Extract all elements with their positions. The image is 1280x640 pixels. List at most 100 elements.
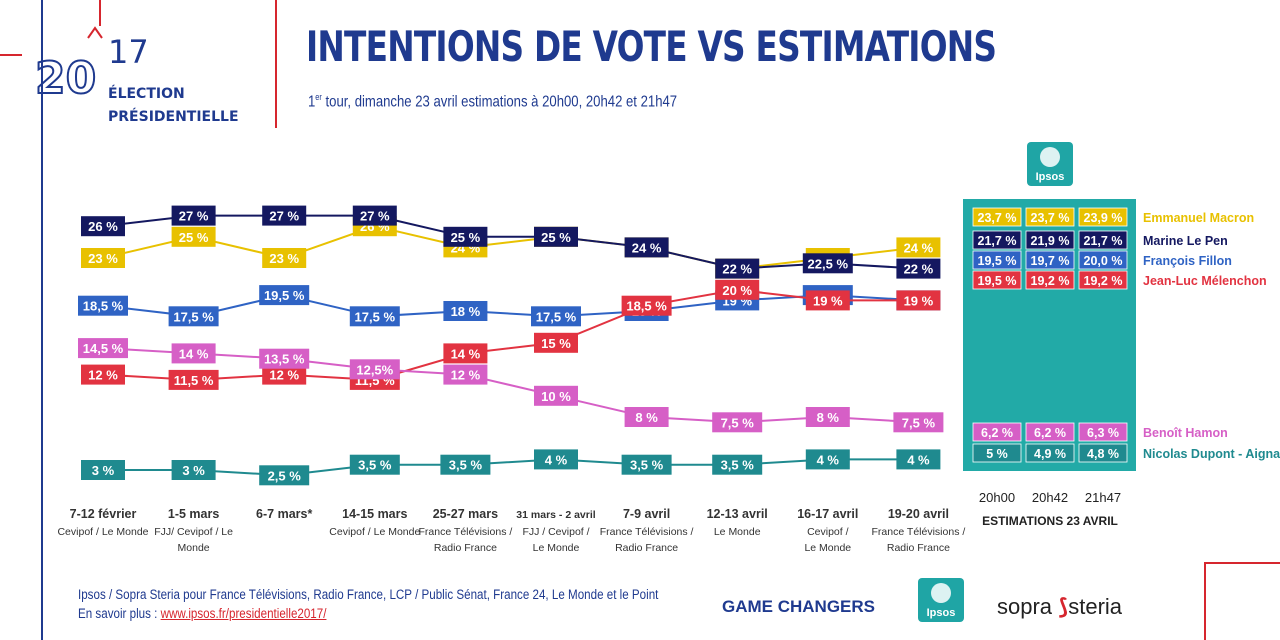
data-label-lepen: 25 % <box>451 230 481 245</box>
source-line: Ipsos / Sopra Steria pour France Télévis… <box>78 587 659 602</box>
estimation-value-macron: 23,7 % <box>1031 211 1070 225</box>
data-label-dupont: 3 % <box>182 463 205 478</box>
estimation-box-melenchon <box>1078 270 1128 290</box>
data-point-lepen <box>171 205 216 226</box>
data-label-lepen: 22,5 % <box>808 256 849 271</box>
data-point-dupont <box>621 454 672 475</box>
data-point-dupont <box>712 454 763 475</box>
estimation-value-lepen: 21,7 % <box>1084 234 1123 248</box>
estimation-value-macron: 23,7 % <box>978 211 1017 225</box>
estimation-box-lepen <box>972 230 1022 250</box>
data-point-dupont <box>171 460 216 480</box>
x-tick-source: Le Monde <box>714 526 761 538</box>
estimation-value-macron: 23,9 % <box>1084 211 1123 225</box>
estimation-value-hamon: 6,2 % <box>981 426 1013 440</box>
data-point-melenchon <box>443 343 488 364</box>
estimation-box-fillon <box>1025 250 1075 270</box>
logo-line1: ÉLECTION <box>108 85 185 102</box>
estimation-box-macron <box>972 207 1022 227</box>
estimation-value-melenchon: 19,2 % <box>1031 274 1070 288</box>
data-point-fillon <box>168 306 219 327</box>
x-tick-source: France Télévisions / <box>600 526 694 538</box>
data-label-fillon: 18 % <box>451 304 481 319</box>
estimation-value-lepen: 21,7 % <box>978 234 1017 248</box>
estimation-value-hamon: 6,2 % <box>1034 426 1066 440</box>
data-label-dupont: 4 % <box>907 452 930 467</box>
estimation-box-hamon <box>1078 422 1128 442</box>
data-label-melenchon: 19 % <box>904 293 934 308</box>
data-label-fillon: 19,5 % <box>264 288 305 303</box>
data-label-macron: 25 % <box>179 230 209 245</box>
data-point-hamon <box>534 385 578 406</box>
x-tick-source: Le Monde <box>804 542 851 554</box>
legend-macron: Emmanuel Macron <box>1143 211 1254 225</box>
estimation-value-lepen: 21,9 % <box>1031 234 1070 248</box>
data-point-lepen <box>896 258 941 279</box>
sopra-steria-mark-icon: ⟆ <box>1058 594 1069 619</box>
estimation-column-label: 21h47 <box>1085 490 1121 505</box>
legend-lepen: Marine Le Pen <box>1143 234 1228 248</box>
data-label-melenchon: 14 % <box>451 346 481 361</box>
data-point-hamon <box>624 407 669 427</box>
data-point-macron <box>896 237 941 258</box>
data-point-lepen <box>352 205 397 226</box>
estimation-box-melenchon <box>1025 270 1075 290</box>
data-point-fillon <box>78 295 128 316</box>
estimation-box-macron <box>1078 207 1128 227</box>
estimation-box-macron <box>1025 207 1075 227</box>
x-tick-source: Radio France <box>887 542 950 554</box>
x-tick-label: 12-13 avril <box>707 507 768 521</box>
estimations-title: ESTIMATIONS 23 AVRIL <box>982 514 1118 528</box>
data-point-melenchon <box>896 290 941 311</box>
data-label-lepen: 25 % <box>541 230 571 245</box>
x-tick-source: Le Monde <box>533 542 580 554</box>
data-label-melenchon: 19 % <box>813 293 843 308</box>
estimation-value-dupont: 4,8 % <box>1087 447 1119 461</box>
data-label-lepen: 27 % <box>269 209 299 224</box>
x-tick-label: 25-27 mars <box>433 507 498 521</box>
data-point-melenchon <box>621 295 672 316</box>
sopra-steria-logo: sopra ⟆steria <box>997 594 1123 619</box>
estimation-box-dupont <box>972 443 1022 463</box>
source-note: Ipsos / Sopra Steria pour France Télévis… <box>78 585 658 623</box>
data-point-lepen <box>81 216 125 237</box>
estimation-value-fillon: 19,7 % <box>1031 254 1070 268</box>
data-label-hamon: 12 % <box>451 368 481 383</box>
data-point-hamon <box>259 348 310 369</box>
data-label-fillon: 17,5 % <box>536 309 577 324</box>
data-point-macron <box>171 226 216 247</box>
page-subtitle: 1er tour, dimanche 23 avril estimations … <box>308 92 678 111</box>
data-label-hamon: 7,5 % <box>902 415 936 430</box>
data-label-melenchon: 12 % <box>269 368 299 383</box>
legend-fillon: François Fillon <box>1143 254 1232 268</box>
x-tick-source: France Télévisions / <box>419 526 513 538</box>
estimation-box-lepen <box>1078 230 1128 250</box>
x-tick-source: Cevipof / Le Monde <box>57 526 148 538</box>
data-point-melenchon <box>262 364 307 385</box>
estimation-value-dupont: 4,9 % <box>1034 447 1066 461</box>
data-label-dupont: 3,5 % <box>358 458 392 473</box>
data-point-hamon <box>171 343 216 364</box>
data-label-macron: 23 % <box>269 251 299 266</box>
data-point-melenchon <box>805 290 850 311</box>
data-point-hamon <box>893 412 944 433</box>
estimation-box-lepen <box>1025 230 1075 250</box>
ipsos-link[interactable]: www.ipsos.fr/presidentielle2017/ <box>160 606 327 621</box>
data-label-lepen: 26 % <box>88 219 118 234</box>
data-label-lepen: 22 % <box>904 262 934 277</box>
series-line-fillon <box>102 294 919 318</box>
data-label-dupont: 3,5 % <box>449 458 483 473</box>
x-tick-label: 16-17 avril <box>797 507 858 521</box>
legend-dupont: Nicolas Dupont - Aignan <box>1143 447 1280 461</box>
legend-melenchon: Jean-Luc Mélenchon <box>1143 274 1267 288</box>
x-tick-source: Cevipof / <box>807 526 849 538</box>
series-line-hamon <box>102 347 919 424</box>
data-point-melenchon <box>168 369 219 390</box>
estimation-value-melenchon: 19,2 % <box>1084 274 1123 288</box>
data-point-lepen <box>534 226 578 247</box>
data-label-hamon: 12,5% <box>356 362 393 377</box>
estimation-value-hamon: 6,3 % <box>1087 426 1119 440</box>
data-label-fillon: 17,5 % <box>355 309 396 324</box>
